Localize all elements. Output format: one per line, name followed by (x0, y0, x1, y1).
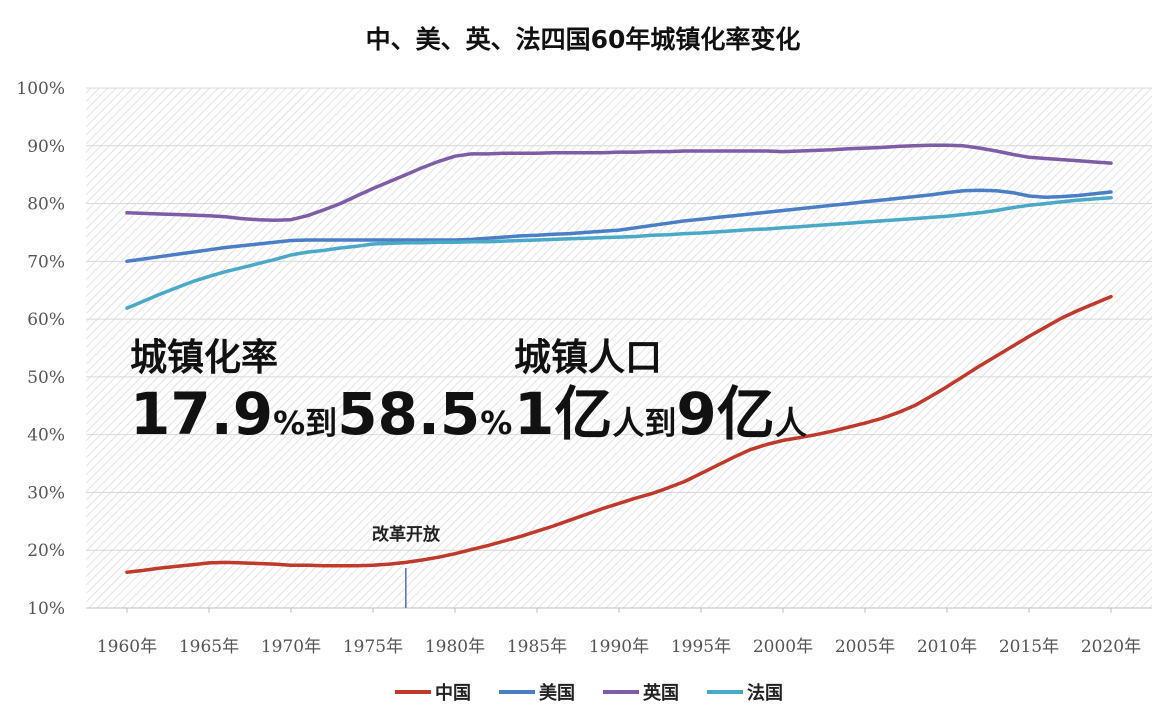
y-tick-label: 100% (16, 79, 65, 99)
x-tick-label: 1960年 (97, 637, 157, 657)
y-tick-label: 30% (27, 483, 65, 503)
y-tick-label: 70% (27, 252, 65, 272)
y-tick-label: 80% (27, 195, 65, 215)
series-line-英国 (125, 143, 1113, 223)
series-line-法国 (125, 196, 1113, 310)
rate-end-percent: % (480, 404, 512, 442)
series-line-中国 (125, 294, 1113, 574)
rate-heading: 城镇化率 (130, 336, 278, 379)
urban-population-annotation: 城镇人口 1亿人到9亿人 (514, 336, 807, 448)
rate-start-value: 17.9 (130, 380, 273, 448)
series-lines (125, 143, 1113, 574)
y-tick-label: 40% (27, 426, 65, 446)
chart-title: 中、美、英、法四国60年城镇化率变化 (366, 25, 801, 54)
legend-label: 美国 (539, 682, 575, 704)
x-tick-label: 1995年 (671, 637, 731, 657)
urbanization-rate-annotation: 城镇化率 17.9%到58.5% (130, 336, 512, 448)
y-tick-label: 20% (27, 541, 65, 561)
plot-area (86, 88, 1152, 608)
population-to-word: 到 (644, 404, 676, 442)
x-tick-label: 1990年 (589, 637, 649, 657)
y-axis: 10% 20% 30% 40% 50% 60% 70% 80% 90% 100% (16, 79, 65, 619)
population-start-unit: 亿 (554, 380, 612, 448)
rate-to-word: 到 (305, 404, 337, 442)
population-end-value: 9 (676, 380, 716, 448)
x-tick-label: 1980年 (425, 637, 485, 657)
svg-text:1亿人到9亿人: 1亿人到9亿人 (514, 380, 807, 448)
x-tick-label: 2015年 (999, 637, 1059, 657)
legend: 中国 美国 英国 法国 (395, 682, 783, 704)
y-tick-label: 50% (27, 368, 65, 388)
x-axis: 1960年 1965年 1970年 1975年 1980年 1985年 1990年 1995年… (97, 608, 1141, 657)
x-tick-label: 2005年 (835, 637, 895, 657)
population-start-person: 人 (612, 404, 644, 442)
gridlines (86, 87, 1152, 609)
legend-label: 中国 (435, 682, 471, 704)
x-tick-label: 2000年 (753, 637, 813, 657)
svg-text:17.9%到58.5%: 17.9%到58.5% (130, 380, 512, 448)
population-end-unit: 亿 (717, 380, 775, 448)
x-tick-label: 1985年 (507, 637, 567, 657)
legend-label: 法国 (747, 682, 783, 704)
y-tick-label: 60% (27, 310, 65, 330)
x-tick-label: 1970年 (261, 637, 321, 657)
x-tick-label: 1965年 (179, 637, 239, 657)
reform-marker-label: 改革开放 (372, 524, 441, 545)
population-end-person: 人 (775, 404, 807, 442)
x-tick-label: 2010年 (917, 637, 977, 657)
population-heading: 城镇人口 (514, 336, 662, 379)
population-start-value: 1 (514, 380, 554, 448)
legend-label: 英国 (642, 682, 679, 704)
x-tick-label: 1975年 (343, 637, 403, 657)
y-tick-label: 90% (27, 137, 65, 157)
rate-start-percent: % (273, 404, 305, 442)
rate-end-value: 58.5 (337, 380, 480, 448)
x-tick-label: 2020年 (1081, 637, 1141, 657)
series-line-美国 (125, 188, 1113, 264)
y-tick-label: 10% (27, 599, 65, 619)
